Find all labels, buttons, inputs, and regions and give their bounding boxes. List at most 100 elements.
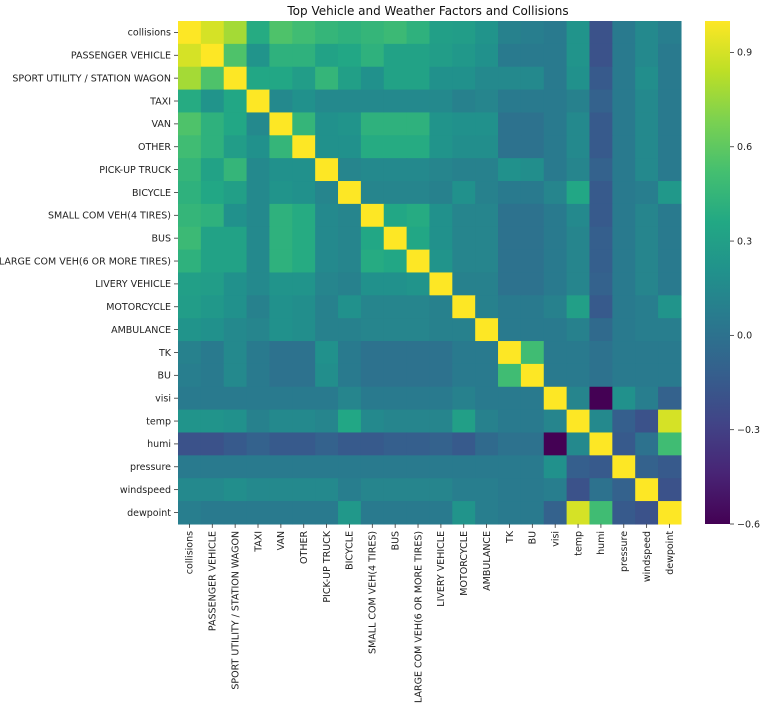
heatmap-cell bbox=[338, 249, 362, 274]
y-tick-label: TAXI bbox=[149, 96, 171, 107]
heatmap-cell bbox=[406, 21, 431, 45]
heatmap-cell bbox=[178, 386, 202, 411]
heatmap-cell bbox=[452, 112, 476, 136]
y-tick-label: pressure bbox=[130, 462, 171, 473]
heatmap-cell bbox=[658, 112, 682, 136]
heatmap-cell bbox=[223, 478, 248, 502]
heatmap-cell bbox=[292, 89, 316, 114]
x-tick-label: BU bbox=[528, 531, 539, 545]
colorbar-tick-label: 0.9 bbox=[737, 48, 752, 59]
heatmap-cell bbox=[658, 66, 682, 91]
heatmap-cell bbox=[223, 501, 248, 525]
heatmap-cell bbox=[589, 432, 613, 456]
heatmap-cell bbox=[200, 135, 225, 159]
heatmap-cell bbox=[292, 295, 316, 319]
heatmap-cell bbox=[223, 112, 248, 136]
heatmap-cell bbox=[429, 43, 453, 68]
heatmap-cell bbox=[520, 295, 545, 319]
y-tick-label: PICK-UP TRUCK bbox=[99, 165, 172, 176]
heatmap-cell bbox=[612, 226, 636, 251]
heatmap-cell bbox=[589, 158, 613, 182]
heatmap-cell bbox=[200, 501, 225, 525]
heatmap-cell bbox=[223, 386, 248, 411]
heatmap-cell bbox=[635, 21, 659, 45]
heatmap-cell bbox=[566, 409, 591, 434]
heatmap-cell bbox=[406, 249, 431, 274]
heatmap-cell bbox=[520, 386, 545, 411]
heatmap-cell bbox=[589, 43, 613, 68]
heatmap-cell bbox=[589, 455, 613, 479]
heatmap-cell bbox=[406, 112, 431, 136]
heatmap-cell bbox=[612, 409, 636, 434]
heatmap-cell bbox=[658, 295, 682, 319]
heatmap-cell bbox=[612, 432, 636, 456]
heatmap-cell bbox=[475, 112, 499, 136]
heatmap-cell bbox=[452, 478, 476, 502]
heatmap-cell bbox=[452, 21, 476, 45]
heatmap-cell bbox=[406, 409, 431, 434]
heatmap-cell bbox=[315, 203, 339, 228]
heatmap-cell bbox=[246, 112, 271, 136]
heatmap-cell bbox=[178, 226, 202, 251]
heatmap-cell bbox=[612, 66, 636, 91]
heatmap-cell bbox=[452, 272, 476, 296]
heatmap-cell bbox=[406, 181, 431, 205]
heatmap-cell bbox=[269, 318, 293, 342]
heatmap-cell bbox=[429, 226, 453, 251]
heatmap-cell bbox=[200, 249, 225, 274]
heatmap-cell bbox=[498, 363, 522, 388]
heatmap-cell bbox=[429, 181, 453, 205]
y-tick-label: OTHER bbox=[138, 142, 171, 153]
colorbar-tick-label: 0.3 bbox=[737, 236, 752, 247]
heatmap-cell bbox=[178, 409, 202, 434]
heatmap-cell bbox=[200, 478, 225, 502]
heatmap-cell bbox=[406, 43, 431, 68]
heatmap-cell bbox=[543, 341, 568, 365]
heatmap-cell bbox=[543, 318, 568, 342]
heatmap-cell bbox=[589, 249, 613, 274]
heatmap-cell bbox=[475, 21, 499, 45]
heatmap-cell bbox=[269, 363, 293, 388]
heatmap-cell bbox=[360, 43, 385, 68]
heatmap-cell bbox=[429, 295, 453, 319]
heatmap-cell bbox=[498, 386, 522, 411]
heatmap-cell bbox=[315, 272, 339, 296]
heatmap-cell bbox=[383, 432, 408, 456]
heatmap-cell bbox=[543, 158, 568, 182]
heatmap-cell bbox=[566, 21, 591, 45]
heatmap-cell bbox=[383, 455, 408, 479]
heatmap-cell bbox=[360, 318, 385, 342]
heatmap-cell bbox=[246, 318, 271, 342]
heatmap-cell bbox=[269, 272, 293, 296]
heatmap-cell bbox=[612, 43, 636, 68]
heatmap-cell bbox=[338, 203, 362, 228]
heatmap-cell bbox=[383, 181, 408, 205]
heatmap-cell bbox=[612, 295, 636, 319]
heatmap-cell bbox=[200, 158, 225, 182]
y-tick-label: BU bbox=[158, 371, 172, 382]
heatmap-cell bbox=[246, 386, 271, 411]
heatmap-cell bbox=[589, 226, 613, 251]
heatmap-cell bbox=[498, 409, 522, 434]
heatmap-cell bbox=[543, 501, 568, 525]
heatmap-cell bbox=[223, 203, 248, 228]
x-tick-label: windspeed bbox=[642, 531, 653, 582]
heatmap-cell bbox=[566, 363, 591, 388]
x-tick-label: VAN bbox=[276, 531, 287, 551]
heatmap-cell bbox=[360, 341, 385, 365]
heatmap-cell bbox=[475, 432, 499, 456]
heatmap-cell bbox=[269, 226, 293, 251]
heatmap-cell bbox=[246, 43, 271, 68]
heatmap-cell bbox=[452, 135, 476, 159]
x-tick-label: AMBULANCE bbox=[482, 531, 493, 591]
heatmap-cell bbox=[223, 43, 248, 68]
heatmap-cell bbox=[178, 501, 202, 525]
heatmap-cell bbox=[269, 455, 293, 479]
heatmap-cell bbox=[520, 21, 545, 45]
heatmap-cell bbox=[292, 226, 316, 251]
heatmap-cell bbox=[635, 295, 659, 319]
heatmap-cell bbox=[566, 501, 591, 525]
heatmap-cell bbox=[315, 386, 339, 411]
heatmap-cell bbox=[566, 432, 591, 456]
heatmap-cell bbox=[406, 432, 431, 456]
